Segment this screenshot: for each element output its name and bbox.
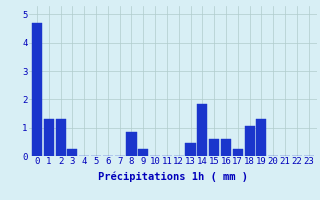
- Bar: [186, 143, 196, 156]
- Bar: [126, 132, 137, 156]
- Bar: [138, 149, 148, 156]
- Bar: [221, 139, 231, 156]
- Bar: [56, 119, 66, 156]
- Bar: [32, 23, 42, 156]
- X-axis label: Précipitations 1h ( mm ): Précipitations 1h ( mm ): [98, 172, 248, 182]
- Bar: [44, 119, 54, 156]
- Bar: [209, 139, 219, 156]
- Bar: [233, 149, 243, 156]
- Bar: [68, 149, 77, 156]
- Bar: [244, 126, 254, 156]
- Bar: [197, 104, 207, 156]
- Bar: [256, 119, 266, 156]
